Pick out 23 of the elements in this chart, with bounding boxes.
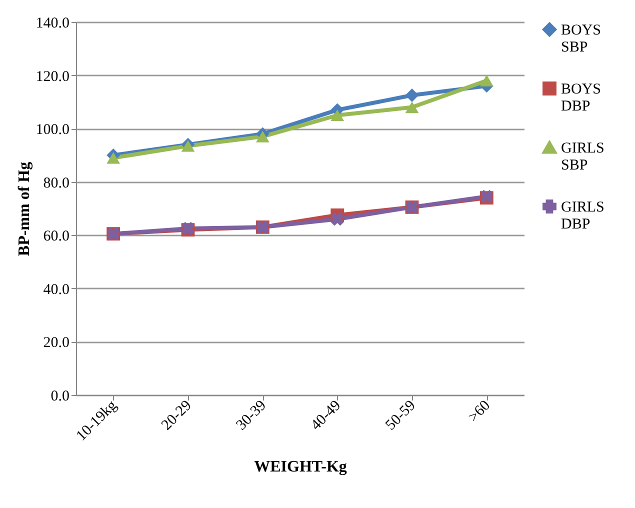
point [330,109,344,122]
y-tick-label: 100.0 [36,122,70,138]
legend-label: GIRLS SBP [561,140,604,174]
point [181,140,195,152]
y-tick-label: 80.0 [43,175,70,192]
y-tick-label: 120.0 [36,68,70,85]
point [256,130,270,142]
x-tick-label: >60 [466,398,494,426]
legend-label: GIRLS DBP [561,200,604,232]
legend-label: BOYS SBP [561,22,602,56]
y-axis-title: BP-mm of Hg [16,162,33,256]
point [480,74,494,86]
point [405,88,419,102]
y-tick-label: 140.0 [36,16,70,32]
x-axis-title: WEIGHT-Kg [254,458,347,476]
legend-label: BOYS DBP [561,82,602,114]
y-tick-label: 20.0 [43,335,70,352]
point [330,212,344,226]
point [405,101,419,114]
y-tick-label: 60.0 [43,228,70,245]
y-tick-label: 0.0 [50,388,70,404]
point [106,152,120,164]
y-tick-label: 40.0 [43,282,70,298]
